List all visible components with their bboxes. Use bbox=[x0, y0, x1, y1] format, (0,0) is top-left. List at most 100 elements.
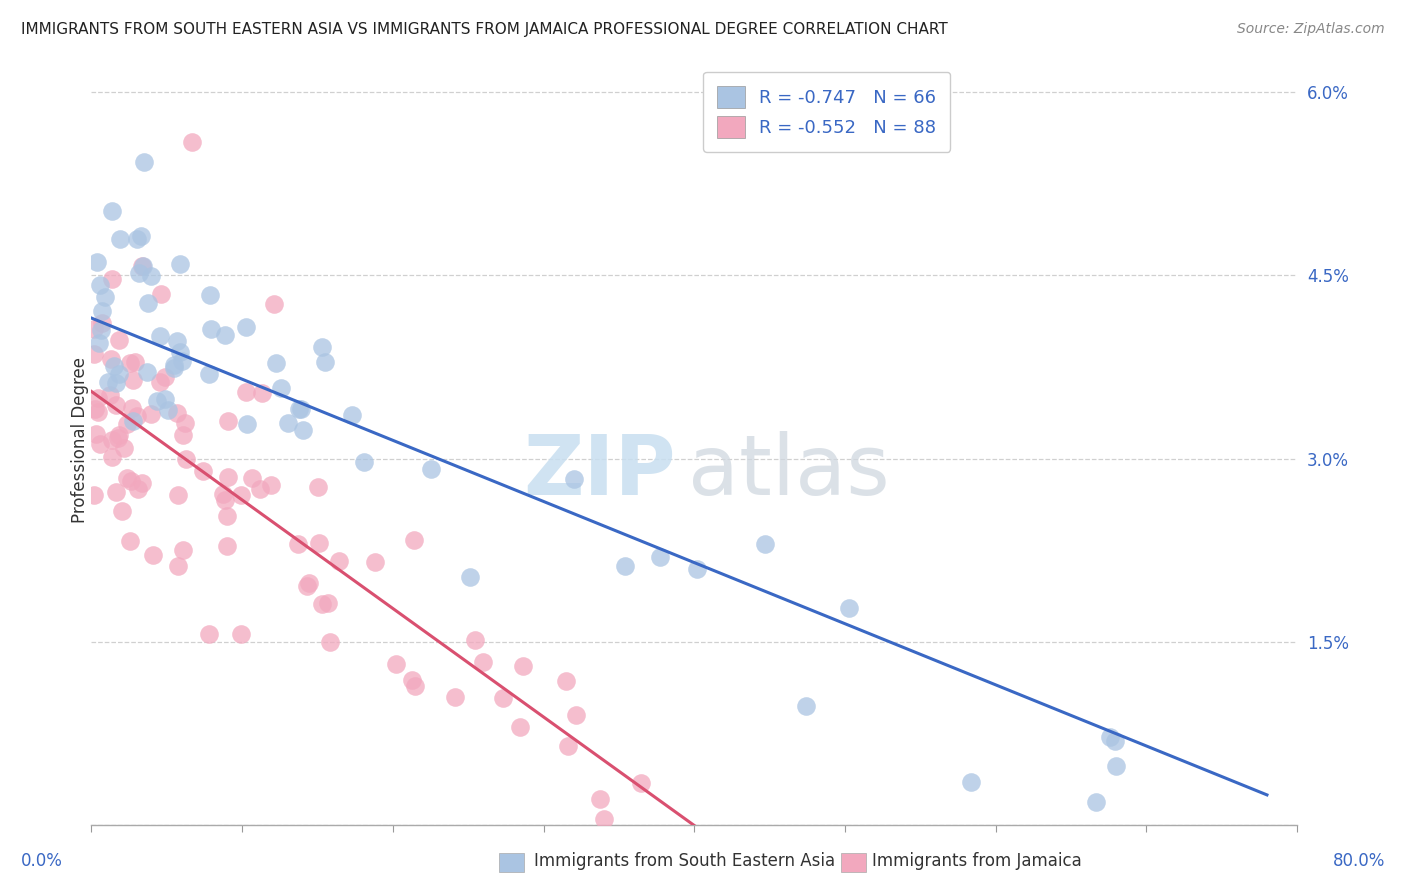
Point bbox=[650, 549, 672, 564]
Point bbox=[630, 775, 652, 789]
Point bbox=[838, 600, 860, 615]
Point bbox=[127, 232, 149, 246]
Point bbox=[136, 295, 159, 310]
Point bbox=[174, 452, 197, 467]
Point bbox=[87, 405, 110, 419]
Text: atlas: atlas bbox=[688, 431, 890, 512]
Point bbox=[157, 403, 180, 417]
Point bbox=[100, 272, 122, 286]
Point bbox=[215, 509, 238, 524]
Point bbox=[108, 333, 131, 347]
Point bbox=[191, 464, 214, 478]
Point bbox=[464, 633, 486, 648]
Point bbox=[105, 484, 128, 499]
Point bbox=[491, 691, 513, 706]
Point bbox=[794, 699, 817, 714]
Point bbox=[217, 470, 239, 484]
Point bbox=[364, 555, 387, 569]
Point bbox=[555, 674, 578, 689]
Legend: R = -0.747   N = 66, R = -0.552   N = 88: R = -0.747 N = 66, R = -0.552 N = 88 bbox=[703, 72, 950, 152]
Point bbox=[557, 739, 579, 753]
Point bbox=[115, 471, 138, 485]
Point bbox=[384, 657, 406, 671]
Point bbox=[112, 441, 135, 455]
Point bbox=[277, 417, 299, 431]
Point bbox=[120, 356, 142, 370]
Point bbox=[173, 417, 195, 431]
Point bbox=[98, 387, 121, 401]
Point bbox=[169, 257, 191, 271]
Point bbox=[404, 679, 426, 693]
Point bbox=[110, 232, 132, 246]
Point bbox=[127, 482, 149, 496]
Point bbox=[121, 401, 143, 416]
Point bbox=[105, 376, 128, 390]
Point bbox=[118, 534, 141, 549]
Point bbox=[89, 278, 111, 293]
Point bbox=[308, 535, 330, 549]
Point bbox=[97, 376, 120, 390]
Point bbox=[83, 322, 105, 336]
Point bbox=[181, 135, 204, 149]
Point bbox=[342, 408, 364, 422]
Text: Immigrants from Jamaica: Immigrants from Jamaica bbox=[872, 852, 1081, 870]
Point bbox=[107, 431, 129, 445]
Point bbox=[121, 414, 143, 428]
Point bbox=[229, 488, 252, 502]
Point bbox=[166, 406, 188, 420]
Point bbox=[163, 358, 186, 372]
Point bbox=[217, 414, 239, 428]
Point bbox=[94, 290, 117, 304]
Point bbox=[111, 504, 134, 518]
Point bbox=[146, 394, 169, 409]
Point bbox=[122, 373, 145, 387]
Point bbox=[316, 596, 339, 610]
Point bbox=[249, 483, 271, 497]
Point bbox=[287, 401, 309, 416]
Point bbox=[169, 345, 191, 359]
Point bbox=[90, 316, 112, 330]
Point bbox=[105, 399, 128, 413]
Point bbox=[167, 558, 190, 573]
Point bbox=[264, 355, 287, 369]
Text: Source: ZipAtlas.com: Source: ZipAtlas.com bbox=[1237, 22, 1385, 37]
Text: Immigrants from South Eastern Asia: Immigrants from South Eastern Asia bbox=[534, 852, 835, 870]
Point bbox=[307, 481, 329, 495]
Point bbox=[686, 562, 709, 576]
Point bbox=[472, 655, 495, 669]
Text: 0.0%: 0.0% bbox=[21, 852, 63, 870]
Point bbox=[107, 428, 129, 442]
Point bbox=[101, 203, 124, 218]
Point bbox=[101, 450, 124, 464]
Point bbox=[512, 659, 534, 673]
Point bbox=[90, 303, 112, 318]
Point bbox=[270, 381, 292, 395]
Point bbox=[444, 690, 467, 704]
Point bbox=[295, 579, 318, 593]
Point bbox=[198, 627, 221, 641]
Point bbox=[235, 385, 257, 400]
Point bbox=[108, 368, 131, 382]
Point bbox=[124, 355, 146, 369]
Point bbox=[593, 813, 616, 827]
Point bbox=[100, 351, 122, 366]
Text: IMMIGRANTS FROM SOUTH EASTERN ASIA VS IMMIGRANTS FROM JAMAICA PROFESSIONAL DEGRE: IMMIGRANTS FROM SOUTH EASTERN ASIA VS IM… bbox=[21, 22, 948, 37]
Point bbox=[125, 409, 148, 423]
Point bbox=[153, 392, 176, 406]
Point bbox=[214, 327, 236, 342]
Point bbox=[613, 559, 636, 574]
Point bbox=[103, 359, 125, 374]
Point bbox=[84, 426, 107, 441]
Point bbox=[236, 417, 259, 431]
Point bbox=[960, 774, 983, 789]
Point bbox=[163, 361, 186, 376]
Point bbox=[754, 536, 776, 550]
Point bbox=[139, 268, 162, 283]
Point bbox=[240, 470, 263, 484]
Point bbox=[565, 707, 588, 722]
Point bbox=[353, 455, 375, 469]
Point bbox=[155, 370, 177, 384]
Point bbox=[290, 401, 312, 416]
Point bbox=[311, 597, 333, 611]
Point bbox=[90, 323, 112, 337]
